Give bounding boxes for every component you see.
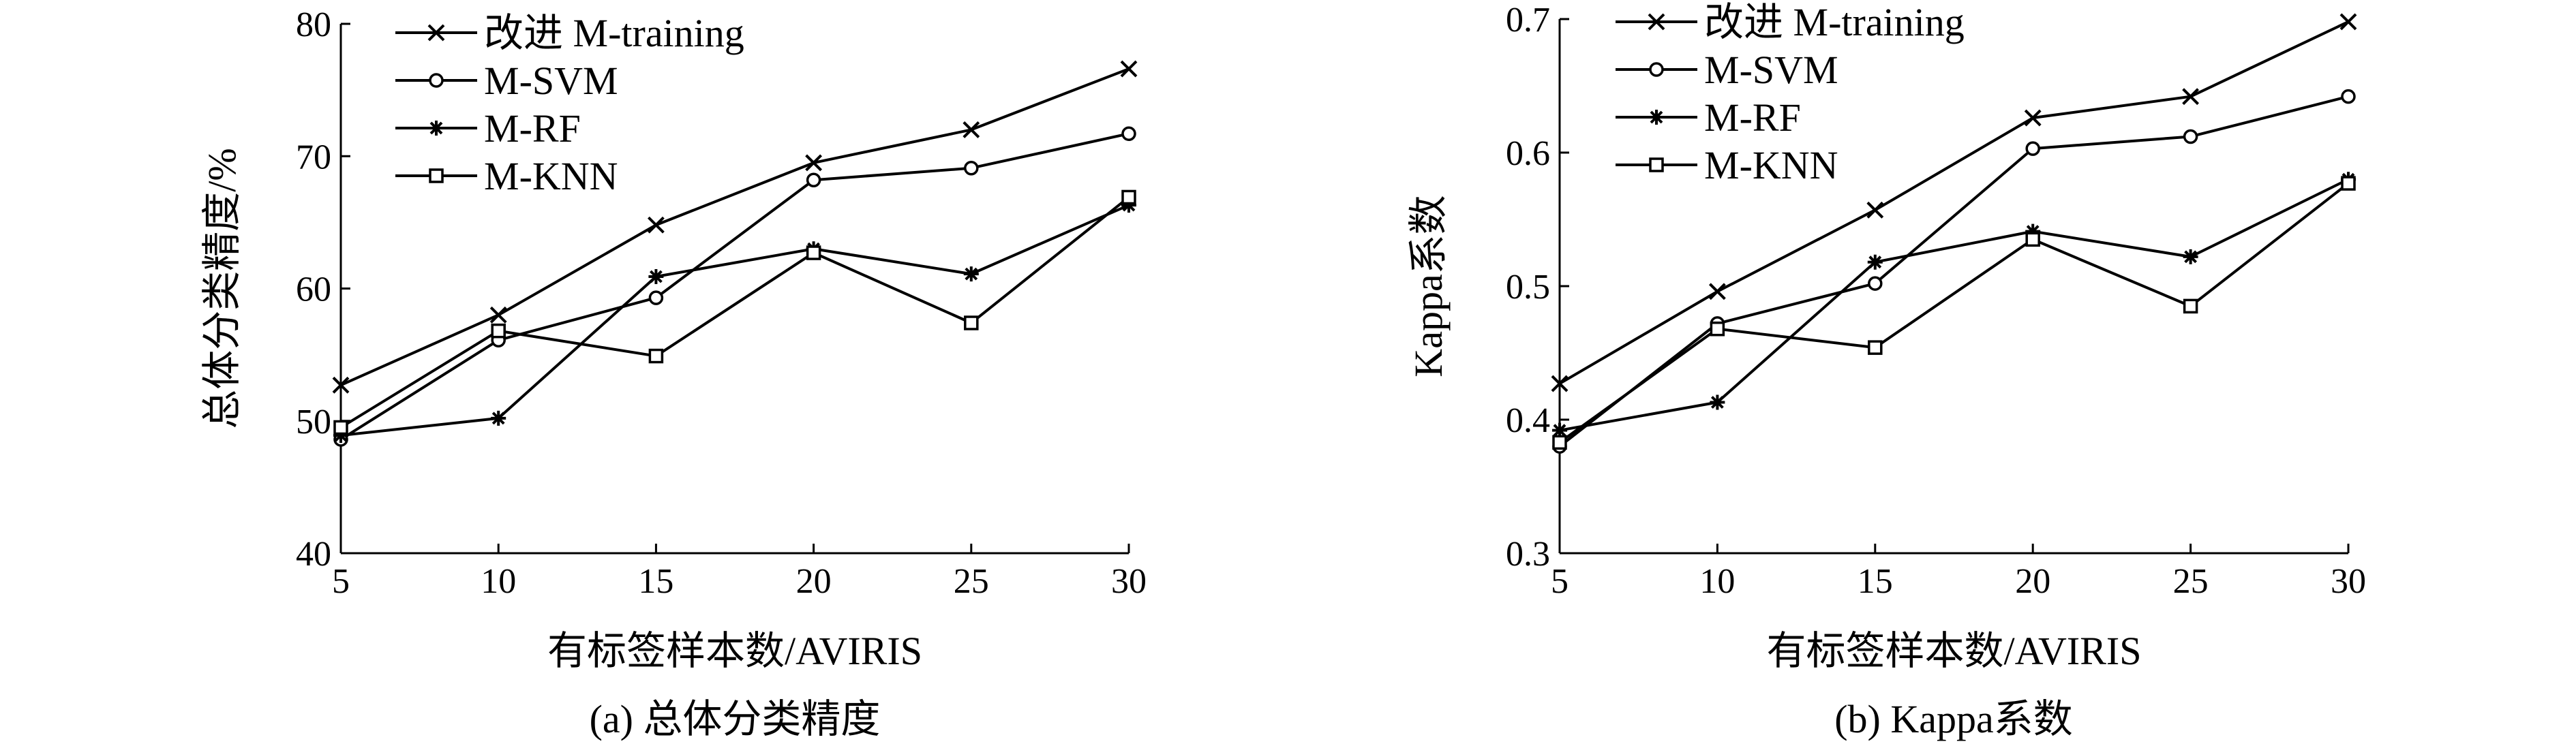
- y-tick-label: 0.3: [1506, 535, 1550, 574]
- data-point-square: [964, 315, 979, 330]
- legend-label: M-RF: [1704, 95, 1801, 140]
- series-line-circle: [339, 132, 1130, 441]
- y-tick-label: 50: [296, 403, 331, 441]
- data-point-square: [333, 420, 348, 435]
- x-tick-label: 30: [2331, 562, 2366, 601]
- y-axis-label: 总体分类精度/%: [200, 148, 244, 429]
- x-tick-label: 20: [796, 562, 832, 601]
- data-point-circle: [806, 172, 821, 187]
- x-tick-label: 10: [1699, 562, 1735, 601]
- data-point-square: [2183, 298, 2198, 314]
- data-point-circle: [964, 160, 979, 176]
- y-axis-label: Kappa系数: [1406, 195, 1451, 377]
- x-tick-label: 5: [332, 562, 350, 601]
- series-line-circle: [1558, 95, 2349, 448]
- data-point-star: [333, 428, 348, 444]
- x-tick-label: 15: [638, 562, 673, 601]
- data-point-circle: [648, 290, 664, 305]
- data-point-x: [2024, 109, 2042, 127]
- x-axis-label: 有标签样本数/AVIRIS: [547, 629, 922, 673]
- x-tick-label: 25: [954, 562, 989, 601]
- legend-marker-circle: [1649, 62, 1664, 77]
- data-point-x: [332, 376, 350, 394]
- data-point-star: [1710, 394, 1725, 410]
- y-tick-label: 80: [296, 5, 331, 44]
- data-point-x: [647, 216, 665, 234]
- data-point-star: [491, 410, 506, 426]
- x-tick-label: 15: [1858, 562, 1893, 601]
- chart-caption: (a) 总体分类精度: [590, 697, 881, 741]
- data-point-x: [2339, 13, 2357, 31]
- data-point-circle: [2025, 141, 2040, 156]
- data-point-square: [1868, 340, 1883, 355]
- y-tick-label: 0.7: [1506, 1, 1550, 40]
- x-tick-label: 10: [481, 562, 516, 601]
- legend-label: 改进 M-training: [1704, 0, 1965, 44]
- legend-marker-star: [1649, 110, 1664, 125]
- data-point-x: [805, 154, 823, 172]
- series-line-square: [339, 196, 1130, 429]
- data-point-star: [2183, 249, 2198, 264]
- y-tick-label: 0.6: [1506, 134, 1550, 173]
- data-point-square: [1710, 321, 1725, 337]
- legend-marker-x: [427, 24, 445, 42]
- legend-marker-x: [1648, 13, 1665, 31]
- data-point-square: [2025, 232, 2040, 247]
- data-point-x: [1120, 60, 1138, 78]
- legend-marker-star: [429, 121, 444, 136]
- legend-marker-square: [429, 168, 444, 183]
- data-point-square: [491, 323, 506, 339]
- data-point-circle: [1868, 276, 1883, 291]
- legend-marker-circle: [429, 73, 444, 88]
- y-tick-label: 0.4: [1506, 401, 1550, 440]
- data-point-star: [1552, 422, 1567, 438]
- data-point-square: [648, 348, 664, 364]
- data-point-x: [963, 121, 980, 138]
- series-line-x: [1558, 20, 2349, 385]
- data-point-x: [1866, 201, 1884, 219]
- legend-label: M-RF: [484, 106, 581, 151]
- legend-label: 改进 M-training: [484, 11, 744, 55]
- y-tick-label: 70: [296, 138, 331, 176]
- data-point-circle: [2341, 89, 2356, 104]
- data-point-x: [2182, 88, 2200, 106]
- legend-marker-square: [1649, 157, 1664, 172]
- data-point-x: [489, 306, 507, 324]
- data-point-star: [648, 269, 664, 285]
- y-tick-label: 60: [296, 270, 331, 309]
- series-line-x: [340, 67, 1130, 387]
- data-point-x: [1708, 283, 1726, 300]
- data-point-star: [2025, 223, 2041, 239]
- y-tick-label: 0.5: [1506, 268, 1550, 307]
- legend-label: M-SVM: [1704, 48, 1838, 92]
- series-line-star: [1559, 178, 2349, 432]
- chart-kappa: 5 10 15 20 25 30 0.3 0.4 0.5 0.6 0.7 有标签样本数/AVIRIS K…: [1406, 0, 2366, 741]
- data-point-x: [1551, 375, 1569, 392]
- data-point-circle: [1121, 126, 1136, 141]
- data-point-square: [806, 245, 821, 260]
- data-point-square: [2341, 176, 2356, 191]
- series-line-star: [340, 204, 1130, 437]
- data-point-circle: [2183, 129, 2198, 144]
- x-tick-label: 20: [2015, 562, 2050, 601]
- data-point-star: [1867, 254, 1883, 270]
- x-tick-label: 30: [1111, 562, 1147, 601]
- data-point-star: [1121, 198, 1136, 213]
- x-axis-label: 有标签样本数/AVIRIS: [1767, 629, 2142, 673]
- x-tick-label: 5: [1551, 562, 1569, 601]
- chart-caption: (b) Kappa系数: [1834, 697, 2073, 741]
- legend-label: M-KNN: [484, 154, 618, 198]
- data-point-star: [963, 266, 979, 282]
- chart-overall-accuracy: 5 10 15 20 25 30 40 50 60 70 80 有标签样本数/AVIRIS 总体分类精度…: [200, 5, 1147, 741]
- data-point-square: [1121, 189, 1136, 205]
- legend-label: M-SVM: [484, 59, 618, 103]
- legend-label: M-KNN: [1704, 143, 1838, 187]
- x-tick-label: 25: [2173, 562, 2209, 601]
- series-line-square: [1558, 182, 2350, 444]
- y-tick-label: 40: [296, 535, 331, 574]
- data-point-square: [1552, 435, 1567, 450]
